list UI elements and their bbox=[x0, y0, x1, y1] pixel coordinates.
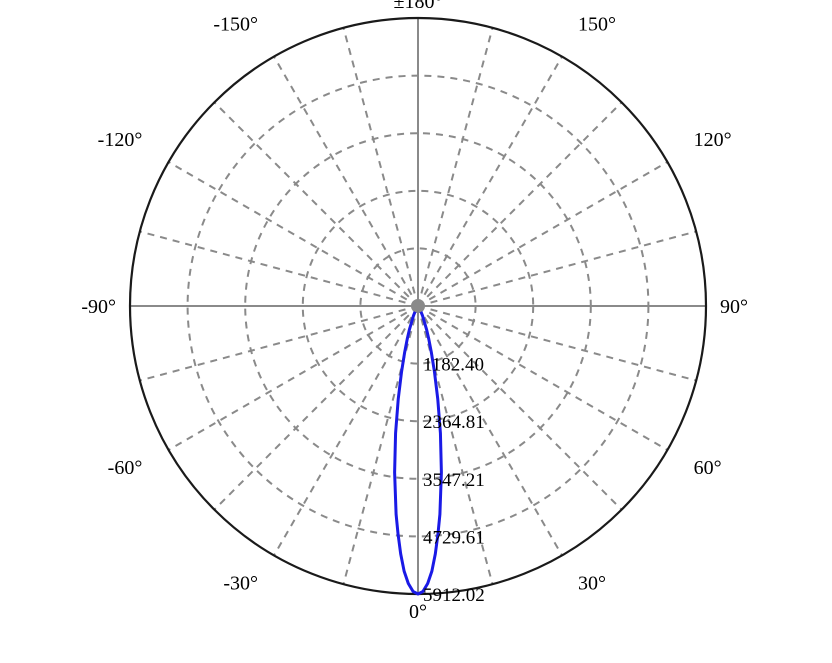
grid-spoke bbox=[418, 231, 696, 306]
grid-spoke bbox=[418, 57, 562, 306]
polar-chart: 1182.40 2364.81 3547.21 4729.61 5912.02 ±180… bbox=[0, 0, 832, 663]
center-dot bbox=[412, 300, 425, 313]
grid-spoke bbox=[214, 102, 418, 306]
angle-label-am120: -120° bbox=[98, 129, 143, 151]
grid-spoke bbox=[418, 162, 667, 306]
angle-label-ap120: 120° bbox=[694, 129, 732, 151]
grid-spoke bbox=[169, 162, 418, 306]
angle-label-a0: 0° bbox=[409, 601, 427, 623]
radial-label: 3547.21 bbox=[423, 470, 485, 491]
grid-spoke bbox=[169, 306, 418, 450]
angle-label-am60: -60° bbox=[108, 457, 143, 479]
radial-label: 5912.02 bbox=[423, 585, 485, 606]
grid-spoke bbox=[274, 57, 418, 306]
center-marker bbox=[412, 300, 425, 313]
grid-spoke bbox=[343, 28, 418, 306]
angle-label-ap150: 150° bbox=[578, 13, 616, 35]
angle-label-a180: ±180° bbox=[394, 0, 443, 13]
angle-label-ap60: 60° bbox=[694, 457, 722, 479]
angle-label-am90: -90° bbox=[81, 296, 116, 318]
radial-label: 2364.81 bbox=[423, 412, 485, 433]
angle-label-ap90: 90° bbox=[720, 296, 748, 318]
angle-label-ap30: 30° bbox=[578, 573, 606, 595]
grid-spoke bbox=[418, 102, 622, 306]
angle-label-am150: -150° bbox=[213, 13, 258, 35]
grid-spoke bbox=[418, 28, 493, 306]
grid-spoke bbox=[214, 306, 418, 510]
grid-spoke bbox=[140, 231, 418, 306]
grid-spoke bbox=[140, 306, 418, 381]
angle-label-am30: -30° bbox=[223, 573, 258, 595]
radial-label: 4729.61 bbox=[423, 527, 485, 548]
radial-label: 1182.40 bbox=[423, 355, 484, 376]
